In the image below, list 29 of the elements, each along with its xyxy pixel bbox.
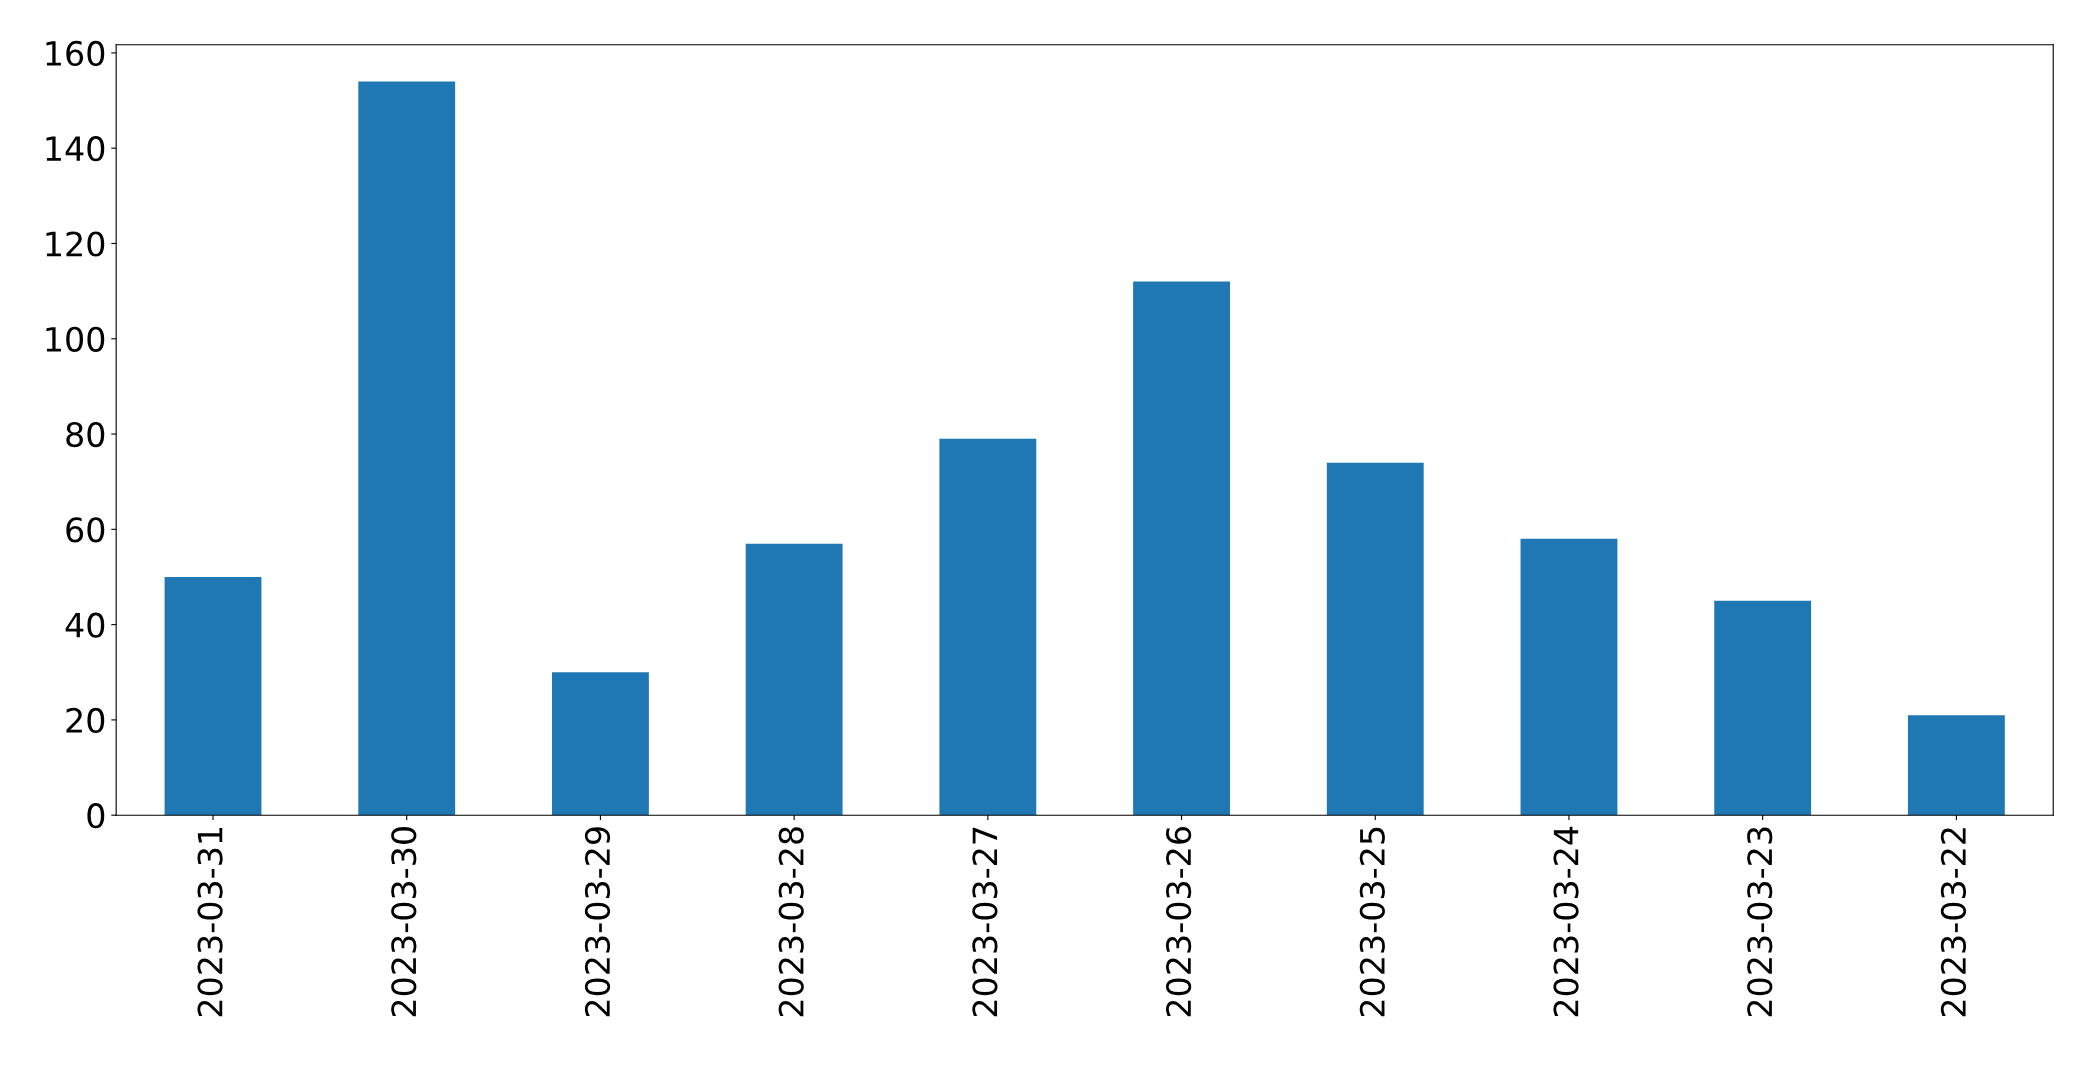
y-tick-label: 120 <box>46 231 105 257</box>
x-tick-label: 2023-03-25 <box>1359 827 1385 1017</box>
bar <box>358 81 456 816</box>
y-tick-label: 140 <box>46 136 105 162</box>
bar <box>552 672 649 816</box>
x-tick-label: 2023-03-30 <box>391 827 417 1017</box>
y-tick-label: 0 <box>87 803 105 829</box>
bar <box>745 543 843 816</box>
bar <box>1907 715 2005 816</box>
bar <box>1133 281 1230 816</box>
x-tick-label: 2023-03-27 <box>972 827 998 1017</box>
y-tick-label: 20 <box>66 707 105 734</box>
x-tick-label: 2023-03-24 <box>1553 826 1579 1017</box>
x-tick-label: 2023-03-22 <box>1940 828 1967 1017</box>
y-tick-label: 60 <box>66 517 105 543</box>
bar <box>1714 600 1812 816</box>
y-tick-label: 160 <box>46 40 105 67</box>
bar <box>164 576 262 816</box>
x-tick-label: 2023-03-26 <box>1166 827 1192 1017</box>
x-tick-label: 2023-03-28 <box>778 827 804 1017</box>
x-tick-label: 2023-03-29 <box>584 827 611 1017</box>
x-tick-label: 2023-03-31 <box>197 827 223 1017</box>
bar <box>1520 538 1618 816</box>
bar <box>1326 462 1424 816</box>
y-tick-label: 80 <box>66 421 105 448</box>
y-tick-label: 40 <box>65 612 105 638</box>
y-tick-label: 100 <box>46 326 105 352</box>
bar <box>939 438 1037 816</box>
x-tick-label: 2023-03-23 <box>1747 827 1773 1017</box>
